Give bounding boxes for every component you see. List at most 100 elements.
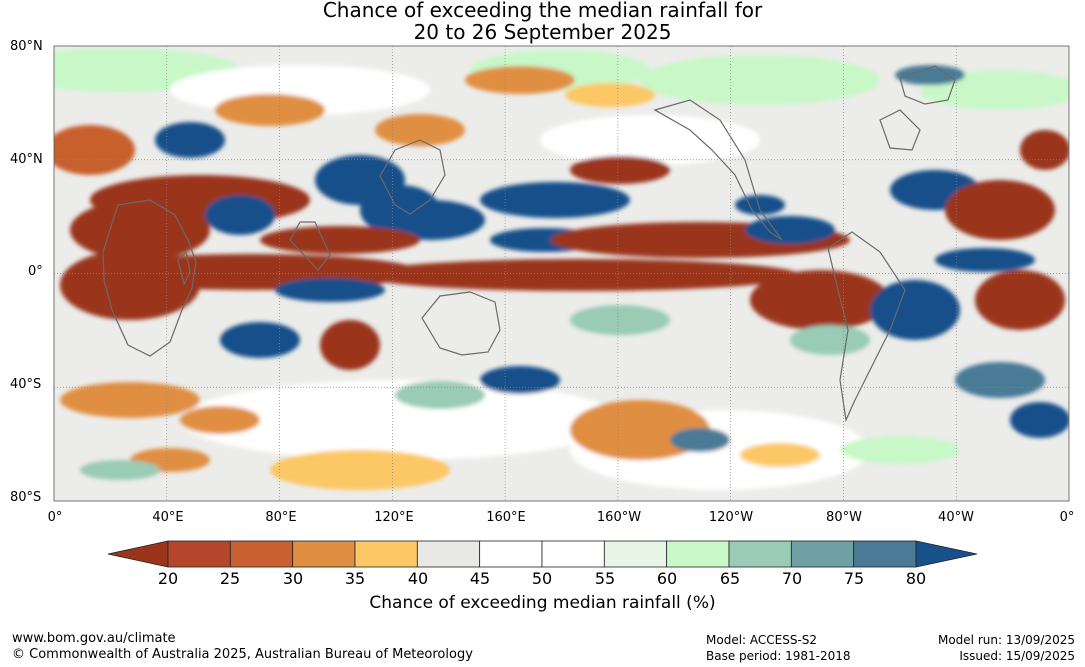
colorbar-extend-low xyxy=(107,540,169,568)
anomaly-patch-21 xyxy=(480,182,630,218)
colorbar-swatch-2 xyxy=(292,540,356,568)
colorbar-tick-70: 70 xyxy=(781,569,803,588)
colorbar-swatch-10 xyxy=(790,540,855,568)
africa-coastline xyxy=(102,199,197,357)
anomaly-patch-25 xyxy=(745,216,835,244)
anomaly-patch-51 xyxy=(840,436,960,464)
colorbar-swatch-0 xyxy=(167,540,231,568)
anomaly-patch-53 xyxy=(895,65,965,85)
anomaly-patch-38 xyxy=(220,322,300,358)
anomaly-patch-50 xyxy=(740,443,820,467)
lat-label-40s: 40°S xyxy=(10,377,42,392)
anomaly-patch-13 xyxy=(155,122,225,158)
colorbar-tick-60: 60 xyxy=(656,569,678,588)
anomaly-patch-2 xyxy=(640,55,880,105)
model-run-text: Model run: 13/09/2025 xyxy=(937,633,1075,647)
anomaly-patch-37 xyxy=(320,320,380,370)
lat-label-80n: 80°N xyxy=(10,39,43,54)
lat-label-80s: 80°S xyxy=(10,490,42,505)
base-period-text: Base period: 1981-2018 xyxy=(706,649,851,663)
anomaly-patch-44 xyxy=(270,450,450,490)
colorbar-tick-50: 50 xyxy=(531,569,553,588)
india-coastline xyxy=(289,221,331,271)
colorbar-swatch-4 xyxy=(416,540,481,568)
map-title-line-2: 20 to 26 September 2025 xyxy=(413,20,672,44)
anomaly-patch-27 xyxy=(945,180,1055,240)
anomaly-patch-35 xyxy=(975,270,1065,330)
anomaly-patch-36 xyxy=(570,305,670,335)
lon-label-160w: 160°W xyxy=(596,510,642,525)
colorbar-tick-25: 25 xyxy=(219,569,241,588)
colorbar-tick-55: 55 xyxy=(594,569,616,588)
lon-label-40w: 40°W xyxy=(938,510,974,525)
colorbar-label: Chance of exceeding median rainfall (%) xyxy=(369,593,716,613)
anomaly-patch-28 xyxy=(935,248,1035,272)
anomaly-patch-42 xyxy=(395,381,485,409)
lon-label-120w: 120°W xyxy=(708,510,754,525)
copyright-text: © Commonwealth of Australia 2025, Austra… xyxy=(12,647,473,662)
anomaly-patch-18 xyxy=(205,195,275,235)
colorbar-tick-65: 65 xyxy=(719,569,741,588)
lon-label-0-east: 0° xyxy=(1059,510,1075,525)
north-america-west-coastline xyxy=(653,99,783,241)
colorbar-tick-30: 30 xyxy=(282,569,304,588)
labrador-coastline xyxy=(879,109,921,151)
colorbar-tick-75: 75 xyxy=(843,569,865,588)
colorbar-tick-45: 45 xyxy=(469,569,491,588)
colorbar-swatch-8 xyxy=(666,540,730,568)
anomaly-patch-32 xyxy=(275,278,385,302)
anomaly-patch-11 xyxy=(465,66,575,94)
model-text: Model: ACCESS-S2 xyxy=(706,633,818,647)
anomaly-patch-49 xyxy=(670,428,730,452)
lat-label-40n: 40°N xyxy=(10,152,43,167)
anomaly-patch-41 xyxy=(180,406,260,434)
anomaly-patch-6 xyxy=(180,380,620,460)
anomaly-patch-30 xyxy=(360,259,800,291)
lon-label-120e: 120°E xyxy=(374,510,414,525)
colorbar-tick-80: 80 xyxy=(905,569,927,588)
colorbar-extend-high xyxy=(915,540,978,568)
anomaly-patch-9 xyxy=(375,114,465,146)
anomaly-patch-46 xyxy=(1010,402,1069,438)
anomaly-patch-5 xyxy=(540,115,760,165)
anomaly-patch-8 xyxy=(215,94,325,126)
lon-label-0: 0° xyxy=(47,510,63,525)
madagascar-coastline xyxy=(177,250,191,286)
anomaly-patch-48 xyxy=(790,325,870,355)
map-gridlines xyxy=(54,46,1069,501)
lon-label-40e: 40°E xyxy=(152,510,184,525)
colorbar-tick-20: 20 xyxy=(157,569,179,588)
anomaly-patch-31 xyxy=(60,250,200,320)
colorbar-tick-40: 40 xyxy=(407,569,429,588)
map-frame xyxy=(53,45,1070,502)
colorbar-swatch-7 xyxy=(603,540,668,568)
anomaly-patch-47 xyxy=(955,362,1045,398)
issued-text: Issued: 15/09/2025 xyxy=(959,649,1075,663)
coastlines xyxy=(102,65,956,423)
australia-coastline xyxy=(421,291,501,356)
anomaly-patch-10 xyxy=(565,83,655,107)
lon-label-160e: 160°E xyxy=(486,510,526,525)
colorbar-swatch-3 xyxy=(354,540,418,568)
anomaly-patch-23 xyxy=(570,156,670,184)
anomaly-patch-33 xyxy=(750,270,890,330)
lon-label-80e: 80°E xyxy=(265,510,297,525)
anomaly-patch-20 xyxy=(260,226,420,254)
south-america-coastline xyxy=(827,231,906,423)
greenland-coastline xyxy=(899,65,956,105)
map-title-line-1: Chance of exceeding the median rainfall … xyxy=(322,0,763,22)
anomaly-patch-12 xyxy=(54,125,135,175)
colorbar-tick-35: 35 xyxy=(344,569,366,588)
lon-label-80w: 80°W xyxy=(826,510,862,525)
website-link[interactable]: www.bom.gov.au/climate xyxy=(12,631,176,646)
anomaly-patch-40 xyxy=(60,382,200,418)
east-asia-coastline xyxy=(379,139,446,215)
colorbar-swatch-11 xyxy=(853,540,917,568)
rainfall-anomaly-field xyxy=(54,48,1069,490)
colorbar-swatch-9 xyxy=(728,540,792,568)
colorbar-swatch-6 xyxy=(541,540,605,568)
anomaly-patch-55 xyxy=(80,460,160,480)
lat-label-equator: 0° xyxy=(28,264,43,279)
